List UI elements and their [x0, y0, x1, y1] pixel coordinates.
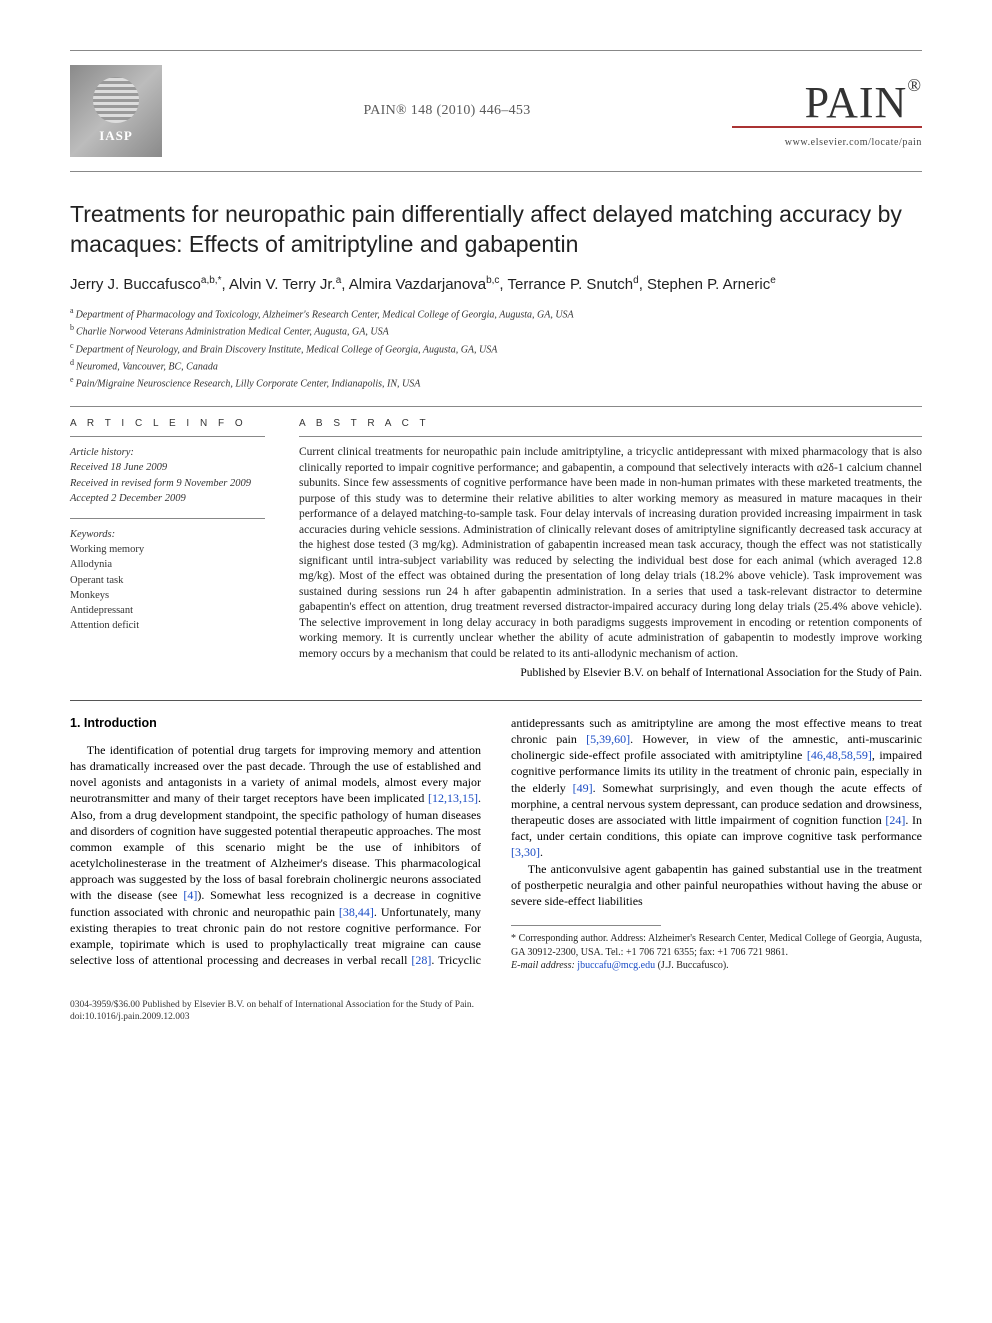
affiliations: aDepartment of Pharmacology and Toxicolo…: [70, 305, 922, 392]
locate-url[interactable]: www.elsevier.com/locate/pain: [732, 136, 922, 150]
article-info-heading: A R T I C L E I N F O: [70, 417, 265, 431]
divider: [70, 700, 922, 701]
email-label: E-mail address:: [511, 960, 575, 971]
footnote-separator: [511, 925, 661, 926]
body-columns: 1. Introduction The identification of po…: [70, 715, 922, 973]
affiliation: cDepartment of Neurology, and Brain Disc…: [70, 340, 922, 357]
citation-link[interactable]: [28]: [411, 953, 431, 967]
citation-link[interactable]: [49]: [573, 781, 593, 795]
keyword: Monkeys: [70, 588, 265, 603]
abstract-text: Current clinical treatments for neuropat…: [299, 445, 922, 662]
pain-wordmark: PAIN®: [732, 73, 922, 132]
citation-link[interactable]: [5,39,60]: [586, 732, 630, 746]
keyword: Attention deficit: [70, 618, 265, 633]
keyword: Working memory: [70, 542, 265, 557]
pain-wordmark-sup: ®: [907, 75, 922, 95]
abstract-heading: A B S T R A C T: [299, 417, 922, 431]
keyword: Antidepressant: [70, 603, 265, 618]
affiliation: dNeuromed, Vancouver, BC, Canada: [70, 357, 922, 374]
divider: [70, 406, 922, 407]
affiliation: ePain/Migraine Neuroscience Research, Li…: [70, 374, 922, 391]
citation-link[interactable]: [3,30]: [511, 845, 540, 859]
keyword: Allodynia: [70, 557, 265, 572]
author: Alvin V. Terry Jr.a: [229, 276, 341, 293]
history-line: Accepted 2 December 2009: [70, 491, 265, 506]
divider: [70, 436, 265, 437]
corr-address: * Corresponding author. Address: Alzheim…: [511, 932, 922, 959]
body-paragraph: The anticonvulsive agent gabapentin has …: [511, 861, 922, 910]
citation-link[interactable]: [12,13,15]: [428, 791, 478, 805]
article-title: Treatments for neuropathic pain differen…: [70, 200, 922, 260]
affiliation: aDepartment of Pharmacology and Toxicolo…: [70, 305, 922, 322]
history-line: Received in revised form 9 November 2009: [70, 476, 265, 491]
history-line: Received 18 June 2009: [70, 460, 265, 475]
email-paren: (J.J. Buccafusco).: [658, 960, 729, 971]
abstract-publisher: Published by Elsevier B.V. on behalf of …: [299, 666, 922, 682]
article-history: Article history: Received 18 June 2009 R…: [70, 445, 265, 506]
bottom-meta: 0304-3959/$36.00 Published by Elsevier B…: [70, 999, 922, 1025]
journal-logo-right: PAIN® www.elsevier.com/locate/pain: [732, 73, 922, 150]
keywords-block: Keywords: Working memory Allodynia Opera…: [70, 527, 265, 634]
author: Almira Vazdarjanovab,c: [349, 276, 500, 293]
article-info-col: A R T I C L E I N F O Article history: R…: [70, 417, 265, 682]
issn-line: 0304-3959/$36.00 Published by Elsevier B…: [70, 999, 922, 1012]
citation-link[interactable]: [38,44]: [339, 905, 374, 919]
pain-wordmark-text: PAIN: [805, 78, 908, 127]
abstract-col: A B S T R A C T Current clinical treatme…: [299, 417, 922, 682]
journal-citation: PAIN® 148 (2010) 446–453: [162, 102, 732, 121]
iasp-logo-label: IASP: [99, 127, 133, 145]
citation-link[interactable]: [46,48,58,59]: [807, 748, 872, 762]
citation-link[interactable]: [4]: [183, 888, 197, 902]
email-link[interactable]: jbuccafu@mcg.edu: [577, 960, 655, 971]
globe-icon: [93, 77, 139, 123]
journal-header: IASP PAIN® 148 (2010) 446–453 PAIN® www.…: [70, 50, 922, 172]
author: Terrance P. Snutchd: [508, 276, 639, 293]
keyword: Operant task: [70, 573, 265, 588]
journal-citation-block: PAIN® 148 (2010) 446–453: [162, 102, 732, 121]
author: Jerry J. Buccafuscoa,b,*: [70, 276, 221, 293]
affiliation: bCharlie Norwood Veterans Administration…: [70, 322, 922, 339]
keywords-label: Keywords:: [70, 527, 265, 542]
divider: [299, 436, 922, 437]
authors-line: Jerry J. Buccafuscoa,b,*, Alvin V. Terry…: [70, 274, 922, 295]
citation-link[interactable]: [24]: [885, 813, 905, 827]
history-label: Article history:: [70, 445, 265, 460]
iasp-logo: IASP: [70, 65, 162, 157]
doi-line: doi:10.1016/j.pain.2009.12.003: [70, 1011, 922, 1024]
divider: [70, 518, 265, 519]
author: Stephen P. Arnerice: [647, 276, 776, 293]
section-heading-intro: 1. Introduction: [70, 715, 481, 732]
corresponding-author-footnote: * Corresponding author. Address: Alzheim…: [511, 932, 922, 973]
info-abstract-row: A R T I C L E I N F O Article history: R…: [70, 417, 922, 682]
corr-email-line: E-mail address: jbuccafu@mcg.edu (J.J. B…: [511, 959, 922, 973]
